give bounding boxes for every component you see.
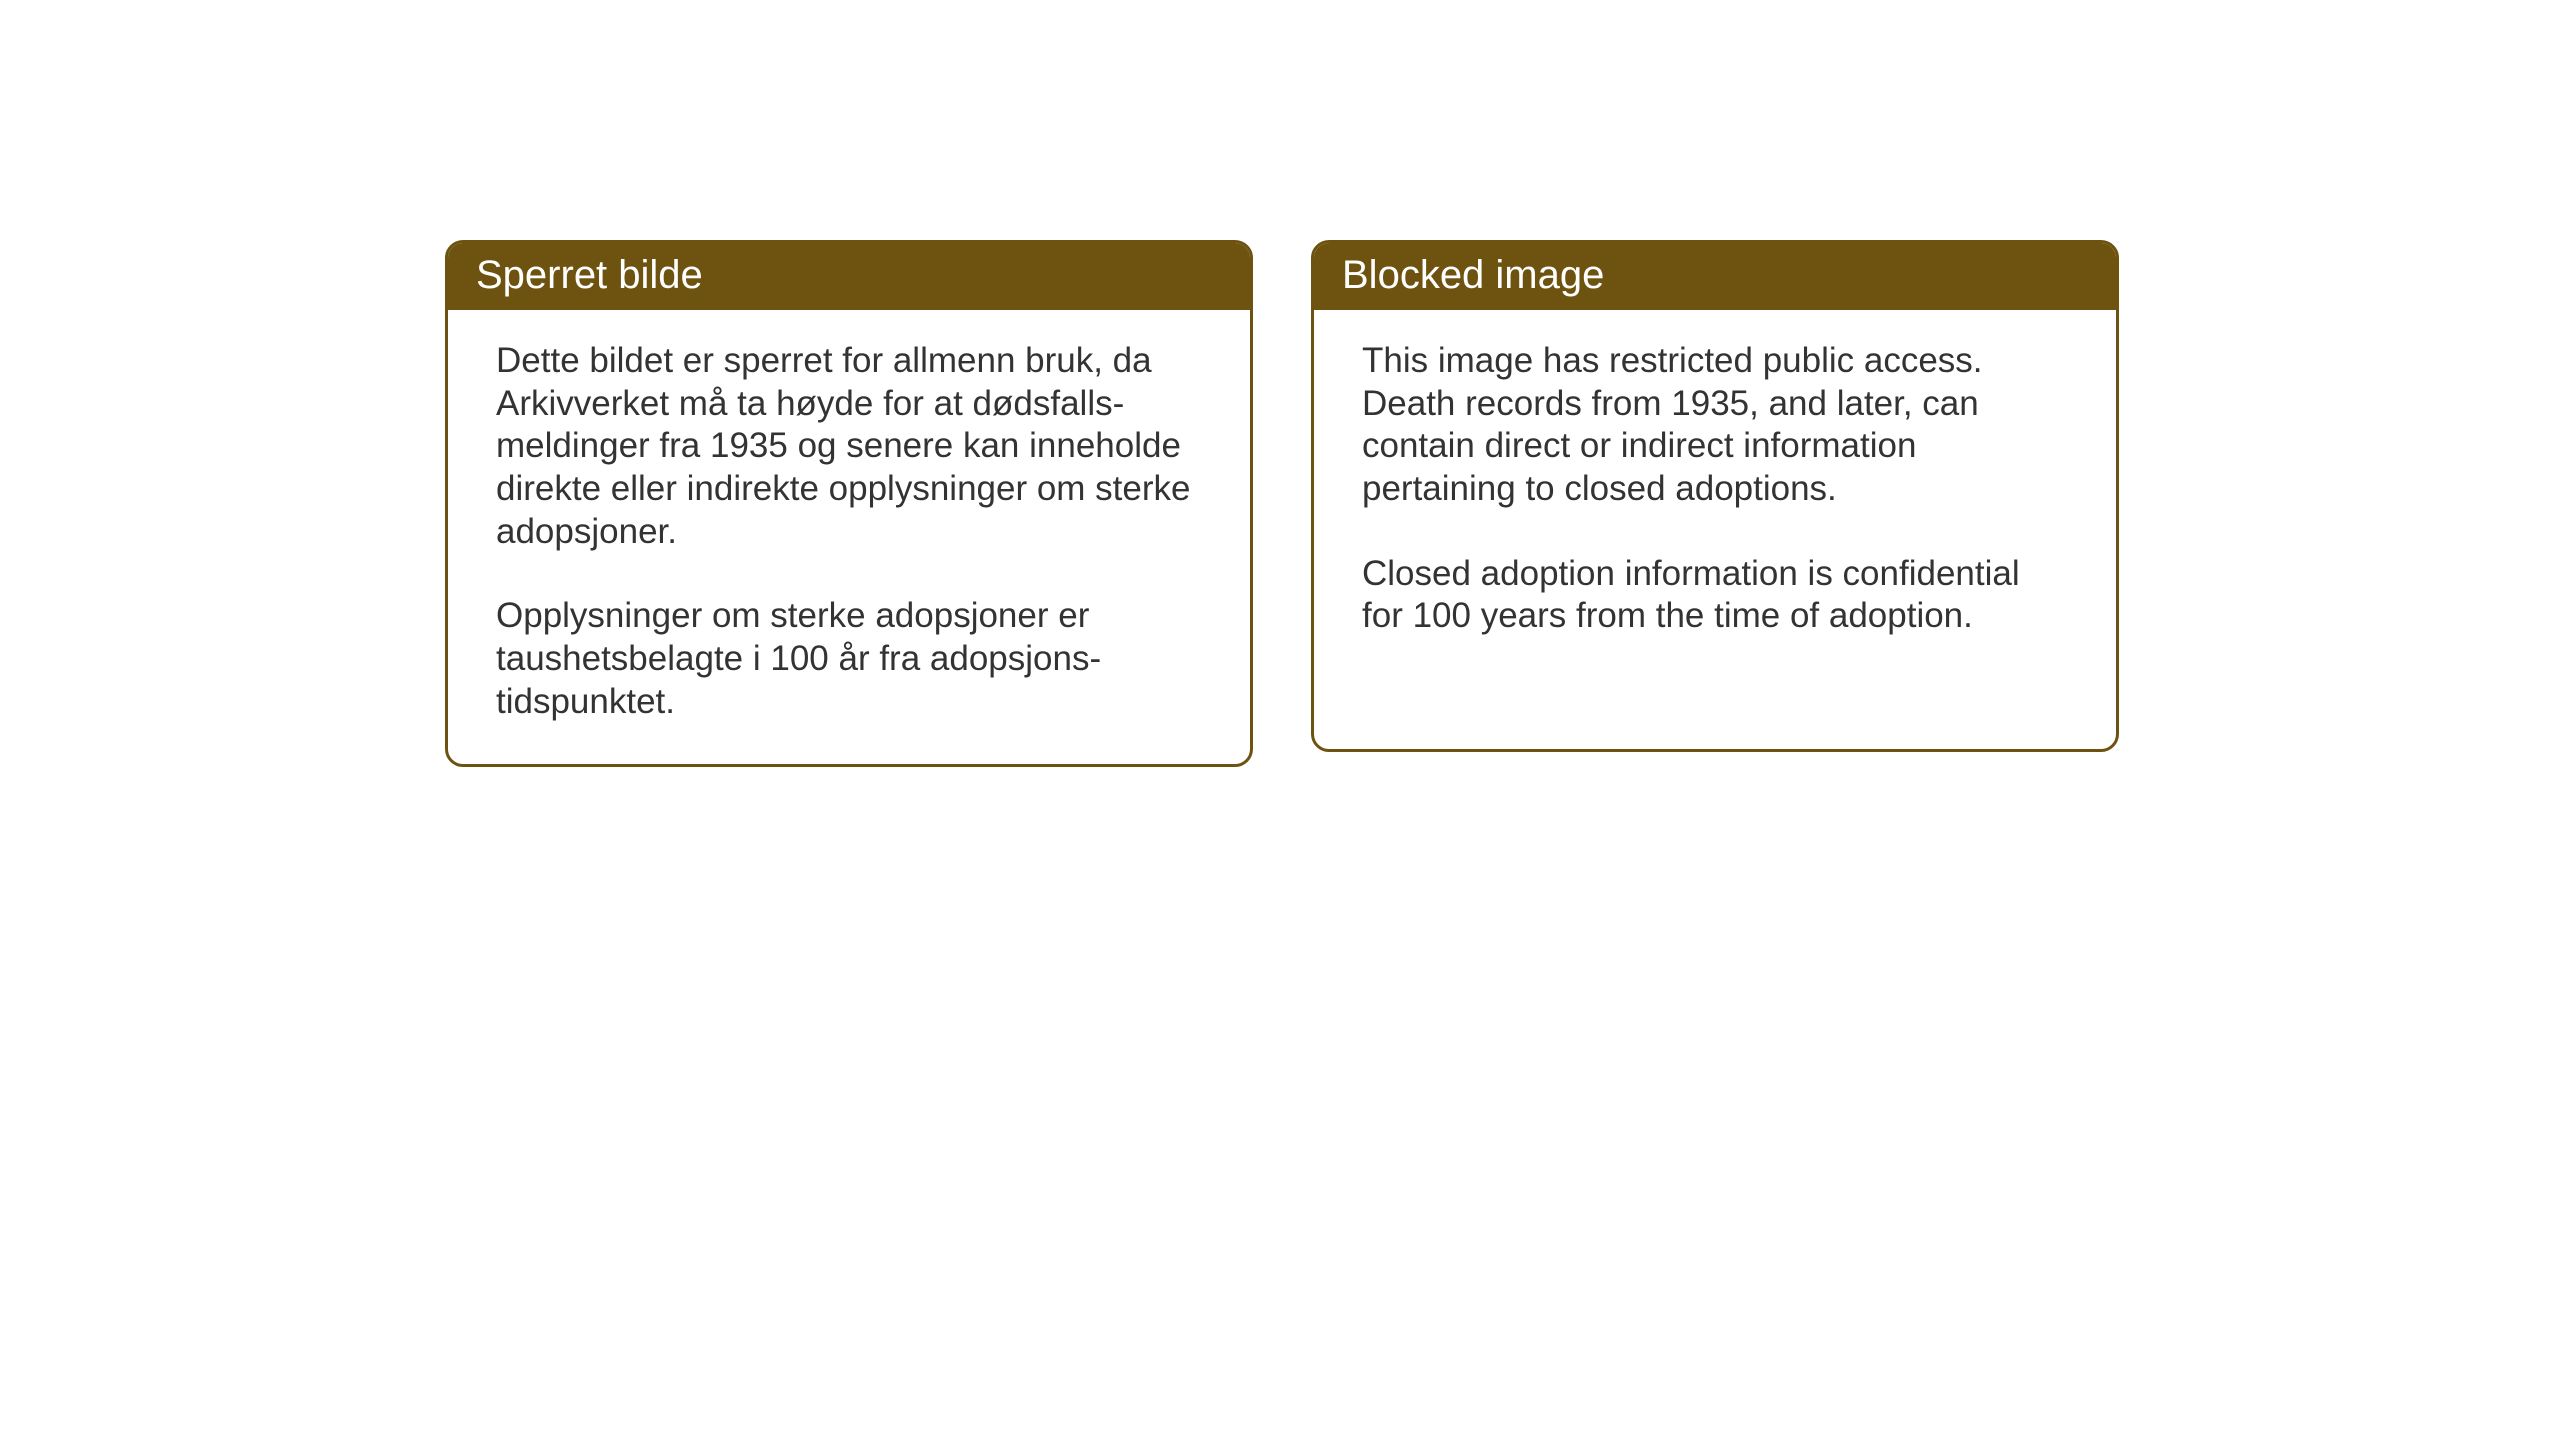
card-paragraph: This image has restricted public access.…	[1362, 340, 2068, 511]
notice-card-english: Blocked image This image has restricted …	[1311, 240, 2119, 752]
card-title: Blocked image	[1342, 253, 1604, 297]
notice-container: Sperret bilde Dette bildet er sperret fo…	[445, 240, 2119, 767]
card-paragraph: Dette bildet er sperret for allmenn bruk…	[496, 340, 1202, 553]
card-body-english: This image has restricted public access.…	[1314, 310, 2116, 678]
card-header-norwegian: Sperret bilde	[448, 243, 1250, 310]
card-paragraph: Closed adoption information is confident…	[1362, 553, 2068, 638]
card-title: Sperret bilde	[476, 253, 703, 297]
card-paragraph: Opplysninger om sterke adopsjoner er tau…	[496, 595, 1202, 723]
notice-card-norwegian: Sperret bilde Dette bildet er sperret fo…	[445, 240, 1253, 767]
card-body-norwegian: Dette bildet er sperret for allmenn bruk…	[448, 310, 1250, 764]
card-header-english: Blocked image	[1314, 243, 2116, 310]
